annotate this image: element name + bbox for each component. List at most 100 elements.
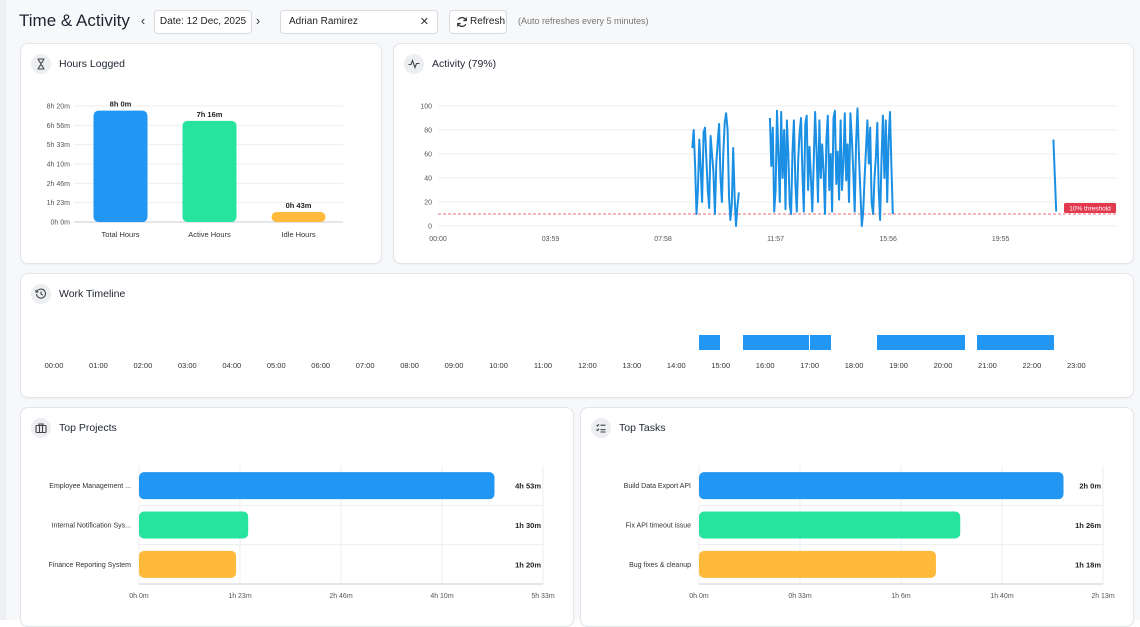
history-clock-icon (31, 284, 51, 304)
next-date-button[interactable]: › (255, 13, 261, 28)
x-tick-label: 0h 0m (689, 593, 709, 600)
hour-label: 22:00 (1022, 361, 1042, 370)
bar-value-label: 7h 16m (197, 110, 223, 119)
hour-label: 17:00 (800, 361, 820, 370)
work-timeline-card: Work Timeline 00:00 01:00 02:00 03:00 04:00 0… (20, 273, 1134, 398)
x-tick-label: 00:00 (429, 236, 447, 243)
refresh-button[interactable]: Refresh (449, 10, 507, 34)
date-picker-button[interactable]: Date: 12 Dec, 2025 (154, 10, 252, 34)
bar-value-label: 1h 18m (1075, 560, 1101, 569)
x-tick-label: 1h 40m (990, 593, 1014, 600)
x-tick-label: 4h 10m (430, 593, 454, 600)
page-title: Time & Activity (19, 11, 130, 30)
clear-user-icon[interactable]: ✕ (419, 16, 429, 28)
hourglass-icon (31, 54, 51, 74)
bar-value-label: 2h 0m (1079, 482, 1101, 491)
y-tick-label: 6h 56m (47, 123, 71, 130)
category-label: Fix API timeout issue (626, 523, 691, 530)
x-tick-label: 1h 23m (228, 593, 252, 600)
category-label: Employee Management ... (49, 483, 131, 490)
time-activity-page: Time & Activity ‹ Date: 12 Dec, 2025 › A… (6, 0, 1140, 627)
hour-label: 12:00 (578, 361, 597, 370)
hour-label: 19:00 (889, 361, 908, 370)
hour-label: 07:00 (355, 361, 375, 370)
activity-pulse-icon (404, 54, 424, 74)
top-tasks-chart: 0h 0m 0h 33m 1h 6m 1h 40m 2h 13m Build Data E… (624, 466, 1115, 600)
briefcase-icon (31, 418, 51, 438)
refresh-label: Refresh (470, 16, 506, 27)
activity-title: Activity (79%) (432, 58, 497, 70)
activity-series-line (1052, 139, 1058, 212)
hour-label: 10:00 (489, 361, 508, 370)
hour-label: 02:00 (133, 361, 153, 370)
top-projects-card: Top Projects 0h 0m 1h 23m 2h 46m 4h 10m 5h 3… (20, 407, 574, 627)
x-category-label: Total Hours (102, 230, 140, 239)
category-label: Bug fixes & cleanup (629, 562, 691, 569)
bar-value-label: 4h 53m (515, 482, 541, 491)
top-tasks-title: Top Tasks (619, 422, 666, 434)
threshold-badge (1064, 203, 1116, 213)
y-tick-label: 60 (424, 152, 432, 159)
bar (139, 550, 237, 578)
x-category-label: Idle Hours (281, 230, 315, 239)
hour-label: 08:00 (400, 361, 419, 370)
x-tick-label: 07:58 (654, 236, 672, 243)
y-tick-label: 5h 33m (47, 142, 71, 149)
bar (699, 550, 936, 578)
previous-date-button[interactable]: ‹ (140, 13, 146, 28)
hour-label: 01:00 (89, 361, 108, 370)
bar (139, 472, 495, 500)
hour-label: 04:00 (222, 361, 242, 370)
hour-label: 06:00 (311, 361, 331, 370)
x-tick-label: 19:55 (992, 236, 1010, 243)
bar-value-label: 1h 26m (1075, 521, 1101, 530)
y-tick-label: 80 (424, 128, 432, 135)
work-session-block[interactable] (699, 335, 721, 350)
y-tick-label: 100 (420, 104, 432, 111)
hour-label: 15:00 (711, 361, 731, 370)
y-tick-label: 0h 0m (51, 220, 71, 227)
x-category-label: Active Hours (188, 230, 231, 239)
work-session-block[interactable] (810, 335, 832, 350)
category-label: Finance Reporting System (49, 562, 132, 569)
bar (93, 110, 148, 222)
x-tick-label: 15:56 (879, 236, 897, 243)
activity-series-line (768, 107, 894, 227)
x-tick-label: 0h 33m (788, 593, 812, 600)
hour-label: 14:00 (666, 361, 686, 370)
hour-label: 18:00 (844, 361, 864, 370)
y-tick-label: 8h 20m (47, 104, 71, 111)
work-session-block[interactable] (743, 335, 810, 350)
hour-label: 00:00 (44, 361, 64, 370)
hour-label: 16:00 (755, 361, 775, 370)
bar (699, 472, 1064, 500)
work-session-block[interactable] (876, 335, 965, 350)
x-tick-label: 5h 33m (531, 593, 555, 600)
top-tasks-card: Top Tasks 0h 0m 0h 33m 1h 6m 1h 40m 2h 13m Bu… (580, 407, 1134, 627)
top-projects-chart: 0h 0m 1h 23m 2h 46m 4h 10m 5h 33m Employee Ma… (49, 466, 555, 600)
bar (182, 120, 237, 222)
activity-chart: 0 20 40 60 80 100 00:00 03:59 07:58 11:57 15:56 19:… (420, 104, 1116, 243)
y-tick-label: 2h 46m (47, 181, 71, 188)
bar-value-label: 1h 20m (515, 560, 541, 569)
y-tick-label: 0 (428, 224, 432, 231)
activity-card: Activity (79%) 0 20 40 60 80 100 00:00 03:59 07:… (393, 43, 1134, 264)
auto-refresh-note: (Auto refreshes every 5 minutes) (518, 16, 649, 26)
y-tick-label: 20 (424, 200, 432, 207)
bar (271, 212, 326, 222)
category-label: Build Data Export API (624, 483, 691, 490)
hours-logged-card: Hours Logged 0h 0m 1h 23m 2h 46m 4h 10m 5h 3… (20, 43, 382, 264)
category-label: Internal Notification Sys... (52, 523, 131, 530)
refresh-icon (457, 17, 467, 27)
hours-logged-title: Hours Logged (59, 58, 125, 70)
hour-label: 03:00 (177, 361, 197, 370)
bar (699, 511, 961, 539)
threshold-label: 10% threshold (1069, 206, 1111, 213)
page-header: Time & Activity ‹ Date: 12 Dec, 2025 › A… (6, 0, 1140, 42)
top-projects-title: Top Projects (59, 422, 117, 434)
hour-label: 13:00 (622, 361, 642, 370)
user-select-value: Adrian Ramirez (289, 16, 358, 27)
work-session-block[interactable] (976, 335, 1054, 350)
user-select-field[interactable]: Adrian Ramirez ✕ (280, 10, 438, 34)
bar-value-label: 1h 30m (515, 521, 541, 530)
